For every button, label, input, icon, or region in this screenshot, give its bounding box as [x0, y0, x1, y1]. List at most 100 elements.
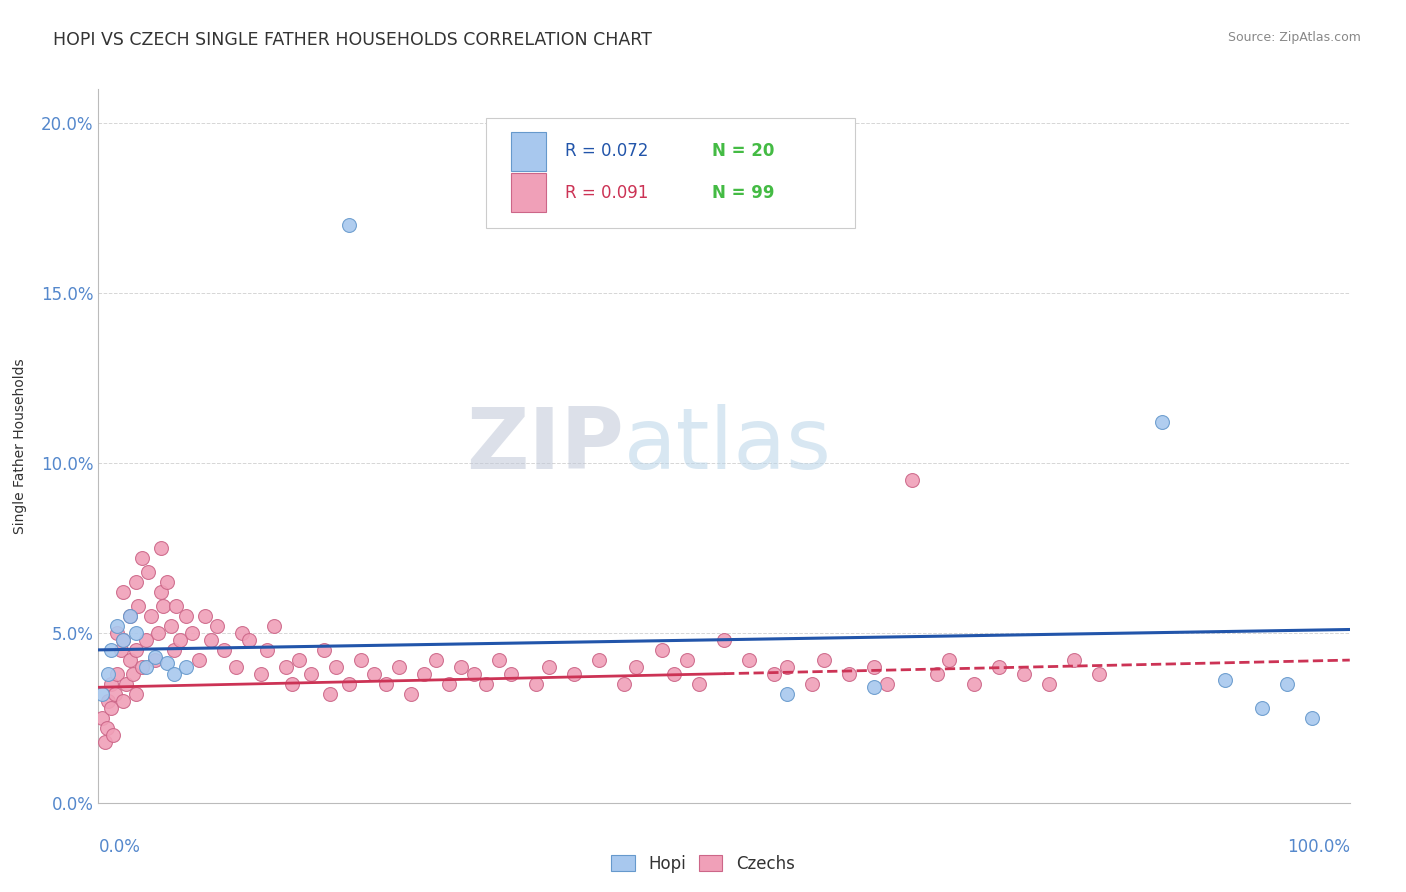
Y-axis label: Single Father Households: Single Father Households [13, 359, 27, 533]
Point [501, 666, 523, 681]
Text: N = 20: N = 20 [711, 143, 773, 161]
Text: R = 0.072: R = 0.072 [565, 143, 648, 161]
Text: N = 99: N = 99 [711, 184, 775, 202]
Point [100, 643, 122, 657]
Point [110, 643, 132, 657]
Point [350, 653, 373, 667]
Point [988, 660, 1011, 674]
Point [287, 653, 309, 667]
Point [375, 677, 398, 691]
Point [662, 666, 685, 681]
Point [299, 666, 322, 681]
Point [337, 218, 360, 232]
Point [138, 565, 160, 579]
Point [274, 660, 298, 674]
Point [325, 660, 347, 674]
Point [626, 660, 648, 674]
Point [412, 666, 434, 681]
Point [263, 619, 285, 633]
Point [131, 660, 153, 674]
Point [135, 632, 157, 647]
Point [162, 666, 184, 681]
Point [100, 677, 122, 691]
Point [963, 677, 986, 691]
Point [688, 677, 710, 691]
Point [97, 694, 120, 708]
Point [813, 653, 835, 667]
Point [104, 687, 127, 701]
Point [125, 574, 148, 589]
Point [125, 643, 148, 657]
Point [1063, 653, 1085, 667]
FancyBboxPatch shape [512, 132, 547, 171]
Point [112, 632, 135, 647]
Point [401, 687, 423, 701]
FancyBboxPatch shape [486, 118, 855, 228]
Point [122, 666, 145, 681]
Point [135, 660, 157, 674]
Point [125, 687, 148, 701]
Text: R = 0.091: R = 0.091 [565, 184, 648, 202]
Point [925, 666, 948, 681]
Point [900, 473, 922, 487]
Point [938, 653, 960, 667]
Point [713, 632, 735, 647]
Point [238, 632, 260, 647]
Point [115, 677, 138, 691]
Point [463, 666, 485, 681]
Point [876, 677, 898, 691]
Text: 0.0%: 0.0% [98, 838, 141, 856]
Point [143, 649, 166, 664]
Point [256, 643, 278, 657]
Point [165, 599, 187, 613]
Point [1014, 666, 1036, 681]
Point [776, 687, 799, 701]
Point [738, 653, 761, 667]
Point [118, 653, 141, 667]
Text: HOPI VS CZECH SINGLE FATHER HOUSEHOLDS CORRELATION CHART: HOPI VS CZECH SINGLE FATHER HOUSEHOLDS C… [53, 31, 652, 49]
Point [363, 666, 385, 681]
Point [450, 660, 472, 674]
FancyBboxPatch shape [512, 173, 547, 212]
Point [207, 619, 229, 633]
Point [613, 677, 636, 691]
Point [187, 653, 209, 667]
Point [425, 653, 447, 667]
Point [91, 711, 114, 725]
Point [93, 734, 115, 748]
Point [1213, 673, 1236, 688]
Point [112, 585, 135, 599]
Point [127, 599, 149, 613]
Point [143, 653, 166, 667]
Point [1150, 415, 1173, 429]
Point [838, 666, 860, 681]
Point [488, 653, 510, 667]
Point [150, 585, 173, 599]
Point [105, 619, 128, 633]
Point [139, 608, 162, 623]
Point [200, 632, 222, 647]
Point [231, 626, 253, 640]
Point [863, 680, 886, 694]
Point [131, 551, 153, 566]
Text: ZIP: ZIP [467, 404, 624, 488]
Point [100, 700, 122, 714]
Point [96, 721, 118, 735]
Point [588, 653, 610, 667]
Point [225, 660, 247, 674]
Point [105, 626, 128, 640]
Point [125, 626, 148, 640]
Point [562, 666, 585, 681]
Point [174, 608, 197, 623]
Point [475, 677, 498, 691]
Point [112, 694, 135, 708]
Point [162, 643, 184, 657]
Legend: Hopi, Czechs: Hopi, Czechs [605, 848, 801, 880]
Point [97, 666, 120, 681]
Point [388, 660, 411, 674]
Point [103, 728, 125, 742]
Point [181, 626, 204, 640]
Point [105, 666, 128, 681]
Point [150, 541, 173, 555]
Point [152, 599, 174, 613]
